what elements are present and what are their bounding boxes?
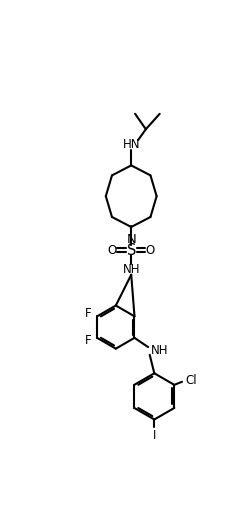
Text: F: F <box>84 307 91 319</box>
Text: F: F <box>84 334 91 348</box>
Text: O: O <box>145 244 154 257</box>
Text: S: S <box>126 243 135 258</box>
Text: N: N <box>126 233 135 246</box>
Text: NH: NH <box>150 344 167 357</box>
Text: Cl: Cl <box>184 374 196 387</box>
Text: NH: NH <box>122 263 139 276</box>
Text: HN: HN <box>122 138 139 151</box>
Text: O: O <box>107 244 116 257</box>
Text: I: I <box>152 429 155 442</box>
